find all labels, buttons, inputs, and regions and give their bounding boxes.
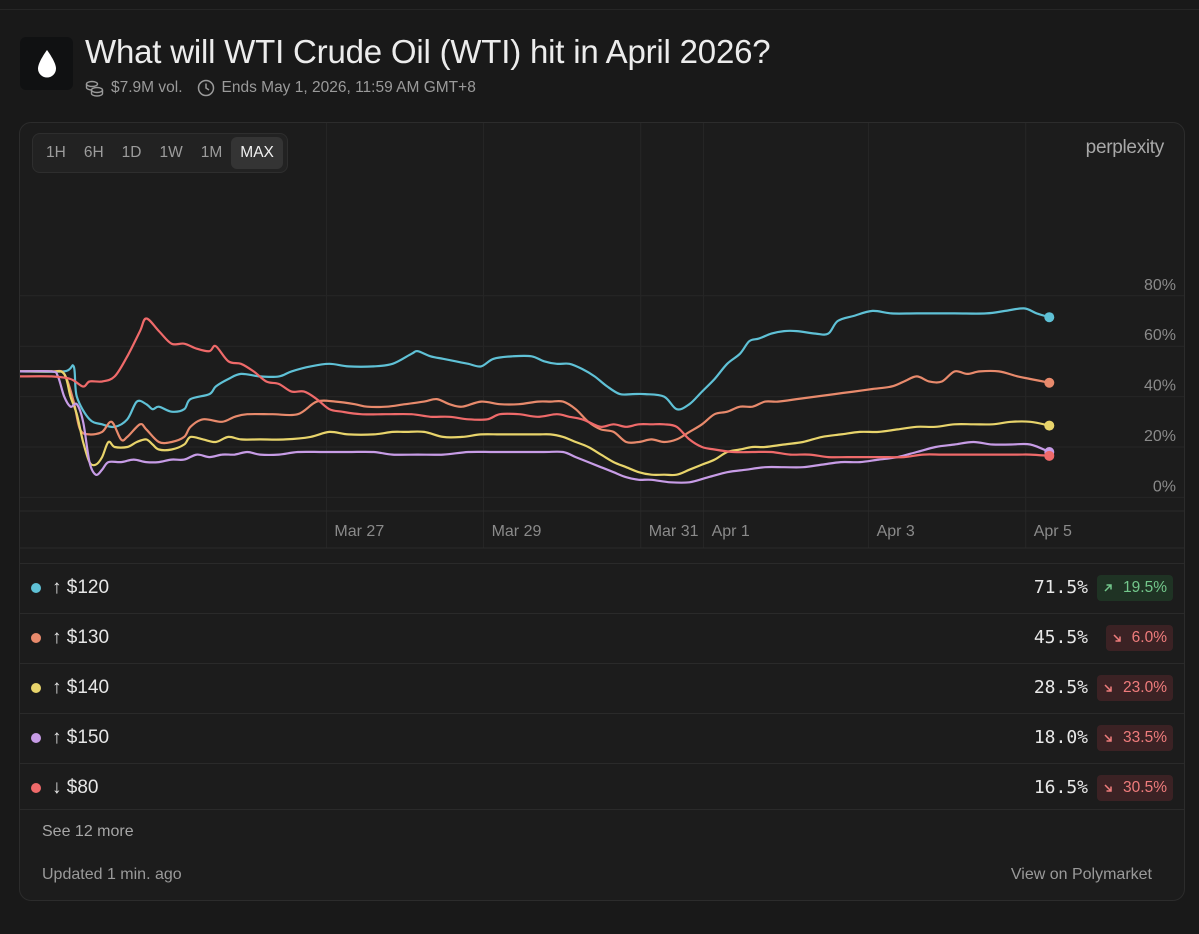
change-badge: 19.5% — [1097, 575, 1173, 601]
series-end-point — [1044, 420, 1055, 431]
trend-down-icon — [1103, 683, 1118, 693]
outcome-probability: 45.5% — [1033, 627, 1088, 648]
y-tick-label: 80% — [1144, 277, 1176, 294]
updated-text: Updated 1 min. ago — [42, 866, 182, 883]
outcome-row[interactable]: ↑ $130 45.5% 6.0% — [20, 613, 1184, 663]
coins-icon — [85, 80, 104, 97]
change-value: 6.0% — [1131, 629, 1167, 646]
range-tab-6h[interactable]: 6H — [83, 144, 104, 161]
series-line — [20, 317, 1051, 459]
range-tab-1m[interactable]: 1M — [200, 144, 223, 161]
series-color-dot — [31, 583, 41, 593]
footer-divider — [20, 809, 1184, 810]
x-tick-label: Mar 29 — [492, 523, 542, 540]
perplexity-logo: perplexity — [1085, 137, 1165, 158]
x-tick-label: Apr 3 — [877, 523, 915, 540]
end-date-text: Ends May 1, 2026, 11:59 AM GMT+8 — [221, 79, 476, 96]
outcome-label: ↑ $150 — [52, 727, 110, 748]
view-on-polymarket-link[interactable]: View on Polymarket — [1010, 866, 1152, 883]
change-value: 33.5% — [1123, 729, 1167, 746]
outcome-label: ↑ $140 — [52, 677, 110, 698]
change-badge: 33.5% — [1097, 725, 1173, 751]
market-meta: $7.9M vol. Ends May 1, 2026, 11:59 AM GM… — [85, 79, 476, 97]
series-end-point — [1044, 450, 1055, 461]
range-tab-max[interactable]: MAX — [231, 137, 283, 169]
outcome-row[interactable]: ↓ $80 16.5% 30.5% — [20, 763, 1184, 813]
outcome-probability: 16.5% — [1033, 777, 1088, 798]
x-tick-label: Apr 1 — [712, 523, 750, 540]
trend-down-icon — [1103, 783, 1118, 793]
x-tick-label: Mar 31 — [649, 523, 699, 540]
change-value: 19.5% — [1123, 579, 1167, 596]
series-color-dot — [31, 783, 41, 793]
time-range-tabs: 1H 6H 1D 1W 1M MAX — [32, 133, 288, 173]
see-more-link[interactable]: See 12 more — [42, 823, 134, 840]
outcome-probability: 18.0% — [1033, 727, 1088, 748]
trend-up-icon — [1103, 583, 1118, 593]
outcome-label: ↑ $130 — [52, 627, 110, 648]
trend-down-icon — [1103, 733, 1118, 743]
series-line — [20, 307, 1051, 429]
series-line — [20, 369, 1051, 484]
outcome-list: ↑ $120 71.5% 19.5% ↑ $130 45.5% 6.0% ↑ $140 28.… — [20, 563, 1184, 813]
series-color-dot — [31, 733, 41, 743]
outcome-label: ↓ $80 — [52, 777, 99, 798]
top-divider — [0, 9, 1199, 10]
outcome-label: ↑ $120 — [52, 577, 110, 598]
y-tick-label: 0% — [1153, 478, 1176, 495]
outcome-row[interactable]: ↑ $150 18.0% 33.5% — [20, 713, 1184, 763]
x-tick-label: Apr 5 — [1034, 523, 1072, 540]
outcome-probability: 71.5% — [1033, 577, 1088, 598]
y-tick-label: 60% — [1144, 327, 1176, 344]
y-tick-label: 40% — [1144, 378, 1176, 395]
x-tick-label: Mar 27 — [334, 523, 384, 540]
trend-down-icon — [1112, 633, 1127, 643]
change-badge: 6.0% — [1105, 625, 1173, 651]
series-color-dot — [31, 683, 41, 693]
page-title: What will WTI Crude Oil (WTI) hit in Apr… — [85, 33, 771, 70]
series-line — [20, 370, 1051, 477]
outcome-probability: 28.5% — [1033, 677, 1088, 698]
change-badge: 23.0% — [1097, 675, 1173, 701]
series-end-point — [1044, 312, 1055, 323]
y-tick-label: 20% — [1144, 428, 1176, 445]
oil-drop-icon — [20, 37, 73, 90]
series-color-dot — [31, 633, 41, 643]
clock-icon — [197, 79, 215, 97]
outcome-row[interactable]: ↑ $140 28.5% 23.0% — [20, 663, 1184, 713]
change-value: 23.0% — [1123, 679, 1167, 696]
price-chart[interactable]: 80% 60% 40% 20% 0% Mar 27 Mar 29 Mar 31 Apr 1 Apr… — [20, 123, 1185, 563]
range-tab-1w[interactable]: 1W — [159, 144, 183, 161]
range-tab-1h[interactable]: 1H — [46, 144, 66, 161]
change-badge: 30.5% — [1097, 775, 1173, 801]
market-card: 80% 60% 40% 20% 0% Mar 27 Mar 29 Mar 31 Apr 1 Apr… — [19, 122, 1185, 901]
volume-text: $7.9M vol. — [111, 79, 183, 96]
change-value: 30.5% — [1123, 779, 1167, 796]
series-end-point — [1044, 377, 1055, 388]
outcome-row[interactable]: ↑ $120 71.5% 19.5% — [20, 563, 1184, 613]
range-tab-1d[interactable]: 1D — [121, 144, 142, 161]
series-line — [20, 369, 1051, 445]
